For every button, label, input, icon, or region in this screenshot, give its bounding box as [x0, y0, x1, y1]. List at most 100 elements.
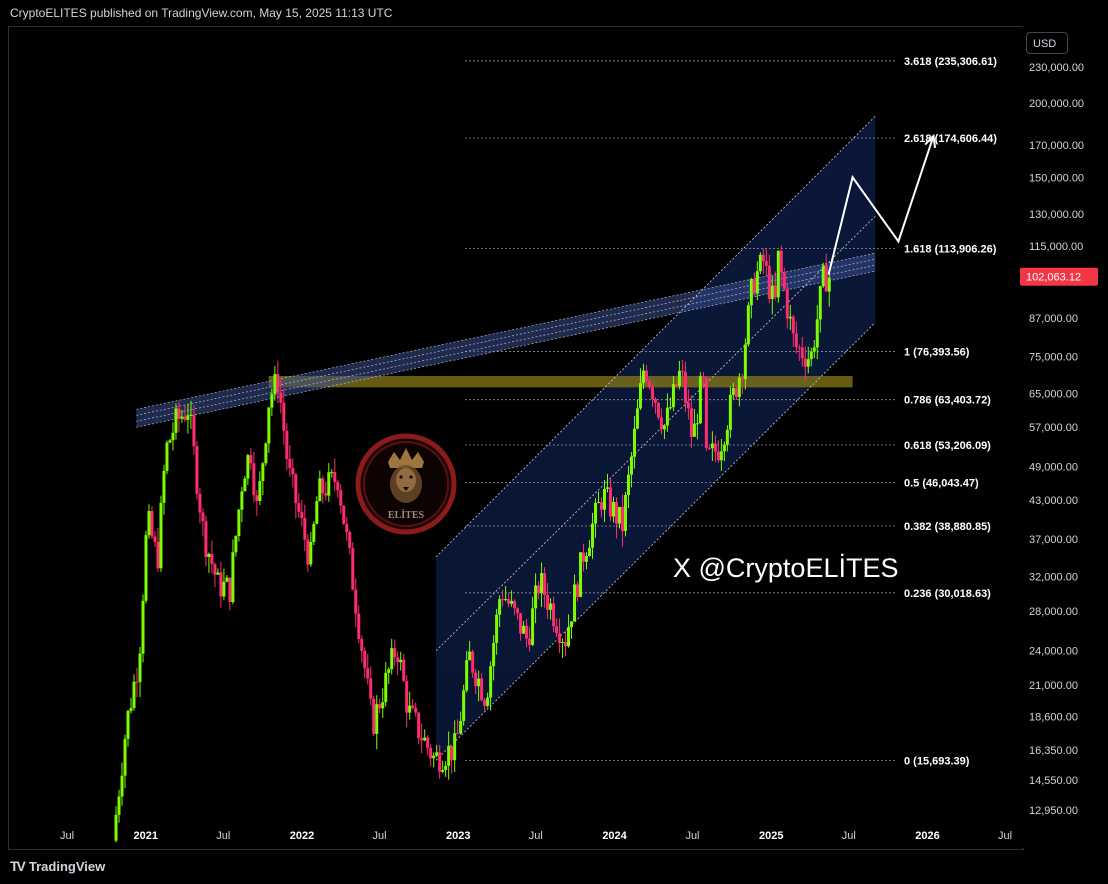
candle-body	[291, 468, 295, 475]
candle-body	[779, 250, 783, 273]
candle-body	[117, 796, 121, 815]
candle-body	[393, 648, 397, 658]
candle-body	[261, 463, 265, 482]
candle-body	[258, 481, 262, 501]
candle-body	[210, 553, 214, 565]
candle-body	[213, 564, 217, 575]
candle-body	[600, 502, 604, 510]
candle-body	[279, 392, 283, 403]
candle-body	[650, 387, 654, 400]
candle-body	[582, 552, 586, 562]
candle-body	[285, 430, 289, 459]
candle-body	[662, 425, 666, 430]
candle-body	[579, 552, 583, 597]
candle-body	[629, 456, 633, 475]
candle-body	[339, 490, 343, 506]
candle-body	[614, 501, 618, 524]
candle-body	[647, 381, 651, 388]
candle-body	[237, 509, 241, 537]
candle-body	[827, 277, 831, 292]
candle-body	[788, 316, 792, 319]
candle-body	[564, 642, 568, 647]
candle-body	[597, 502, 601, 504]
candle-body	[444, 765, 448, 771]
candle-body	[408, 705, 412, 713]
candle-body	[561, 642, 565, 644]
candle-body	[752, 279, 756, 294]
candle-body	[608, 487, 612, 517]
candle-body	[800, 347, 804, 359]
candle-body	[204, 521, 208, 557]
candle-body	[716, 451, 720, 461]
candle-body	[594, 502, 598, 524]
candle-body	[588, 547, 592, 557]
candle-body	[617, 506, 621, 524]
candle-body	[312, 523, 316, 542]
candle-body	[465, 660, 469, 691]
candle-body	[540, 573, 544, 594]
candle-body	[734, 388, 738, 398]
candle-body	[432, 755, 436, 759]
candle-body	[282, 402, 286, 431]
time-tick-label: 2024	[602, 830, 627, 842]
candle-body	[638, 383, 642, 409]
candle-body	[824, 265, 828, 292]
candle-body	[165, 442, 169, 471]
candle-body	[147, 511, 151, 536]
candle-body	[255, 495, 259, 501]
candle-body	[198, 493, 202, 513]
candle-body	[123, 738, 127, 776]
price-tick-label: 18,600.00	[1029, 711, 1078, 723]
candle-body	[641, 370, 645, 384]
candle-body	[270, 394, 274, 408]
candle-body	[483, 700, 487, 706]
candle-body	[486, 697, 490, 706]
candle-body	[357, 613, 361, 639]
price-tick-label: 43,000.00	[1029, 495, 1078, 507]
currency-button[interactable]: USD	[1026, 32, 1068, 54]
time-tick-label: Jul	[998, 830, 1012, 842]
candle-body	[300, 511, 304, 519]
candle-body	[692, 423, 696, 437]
time-tick-label: Jul	[685, 830, 699, 842]
candle-body	[776, 250, 780, 298]
price-tick-label: 12,950.00	[1029, 805, 1078, 817]
candle-body	[192, 414, 196, 447]
candle-body	[276, 374, 280, 393]
candle-body	[207, 553, 211, 557]
candle-body	[396, 657, 400, 663]
candle-body	[719, 451, 723, 461]
candle-body	[573, 584, 577, 622]
candle-body	[758, 254, 762, 272]
fib-level-label: 1.618 (113,906.26)	[904, 243, 997, 255]
lion-emblem-icon	[355, 433, 457, 535]
candle-body	[171, 432, 175, 441]
candle-body	[150, 511, 154, 537]
time-tick-label: 2022	[290, 830, 314, 842]
price-tick-label: 32,000.00	[1029, 571, 1078, 583]
time-tick-label: Jul	[60, 830, 74, 842]
candle-body	[707, 447, 711, 449]
candle-body	[740, 377, 744, 380]
candle-body	[219, 572, 223, 597]
fib-level-label: 0.236 (30,018.63)	[904, 588, 991, 600]
candle-body	[375, 704, 379, 734]
resistance-trend-band	[136, 253, 876, 428]
candle-body	[489, 666, 493, 698]
candle-body	[438, 752, 442, 772]
candle-body	[405, 680, 409, 713]
candle-body	[698, 376, 702, 424]
candle-body	[770, 285, 774, 299]
candle-body	[671, 384, 675, 408]
time-tick-label: 2021	[134, 830, 158, 842]
candle-body	[222, 581, 226, 597]
time-tick-label: 2026	[915, 830, 939, 842]
candle-body	[504, 599, 508, 601]
price-axis[interactable]	[1023, 26, 1108, 848]
tradingview-footer[interactable]: TV TradingView	[10, 858, 105, 874]
candle-body	[234, 536, 238, 553]
candle-body	[591, 523, 595, 548]
candle-body	[369, 678, 373, 699]
candle-body	[806, 359, 810, 367]
projected-arrow-head	[924, 133, 937, 149]
